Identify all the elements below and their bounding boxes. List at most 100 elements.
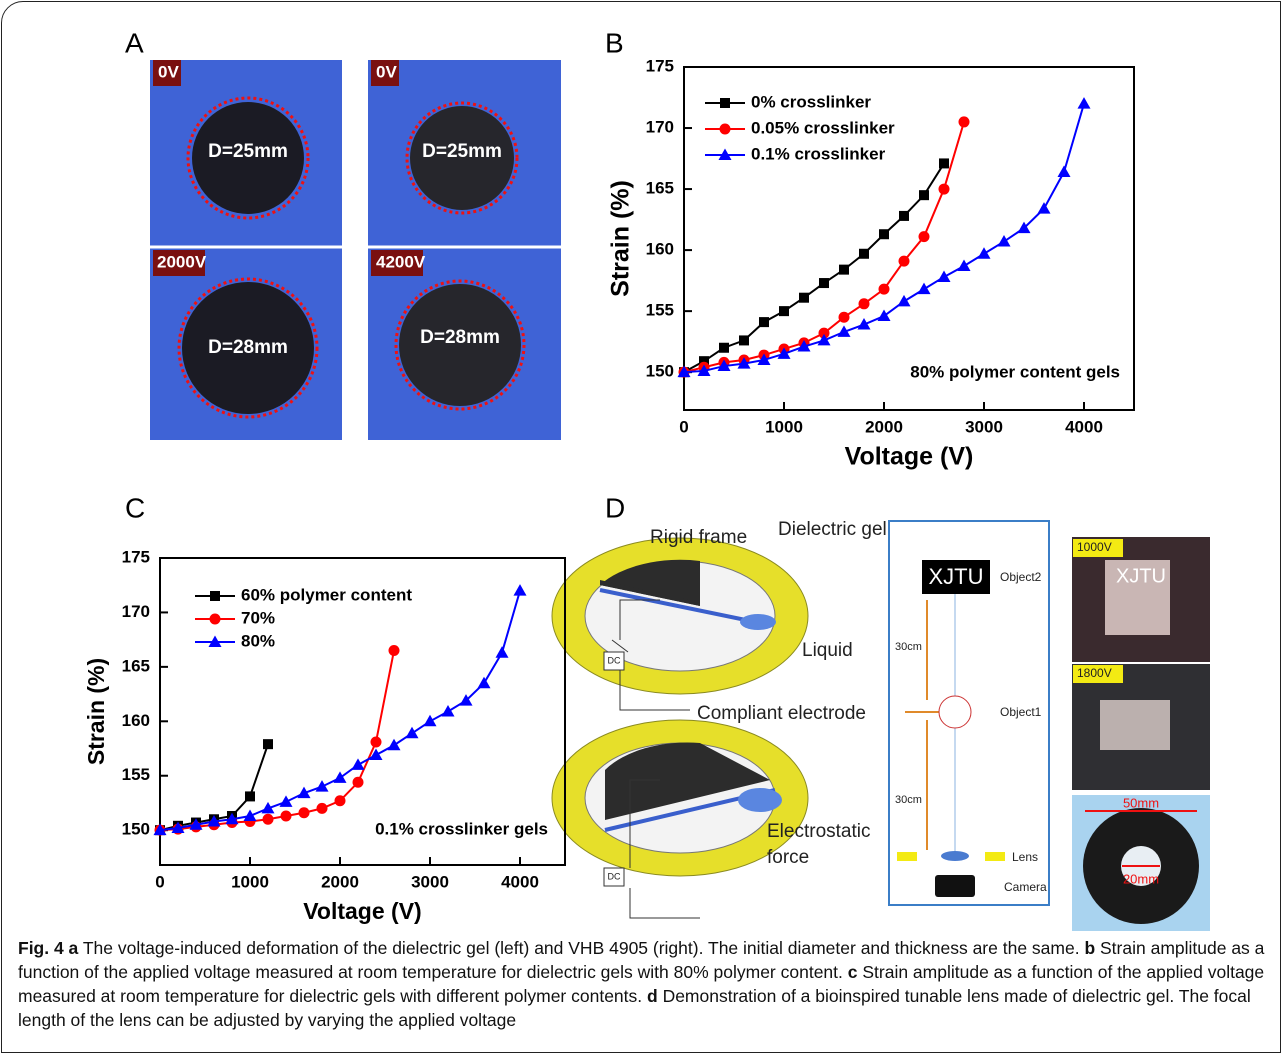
annotation: 0.1% crosslinker gels bbox=[375, 819, 548, 838]
x-tick-label: 2000 bbox=[865, 417, 903, 436]
marker bbox=[939, 184, 950, 195]
marker bbox=[245, 791, 255, 801]
marker bbox=[424, 715, 437, 727]
y-tick-label: 155 bbox=[122, 765, 150, 784]
marker bbox=[899, 256, 910, 267]
y-tick-label: 160 bbox=[122, 711, 150, 730]
y-tick-label: 165 bbox=[122, 656, 150, 675]
diagram-label: force bbox=[767, 847, 809, 868]
marker bbox=[442, 705, 455, 717]
photo-label: 0V bbox=[158, 62, 179, 81]
marker bbox=[353, 777, 364, 788]
diagram-label: 50mm bbox=[1123, 795, 1159, 810]
marker bbox=[352, 758, 365, 770]
marker bbox=[316, 780, 329, 792]
marker bbox=[739, 335, 749, 345]
panel-label: A bbox=[125, 27, 144, 58]
x-tick-label: 0 bbox=[679, 417, 688, 436]
marker bbox=[244, 810, 257, 822]
x-tick-label: 4000 bbox=[1065, 417, 1103, 436]
figure: ABCD0VD=25mm2000VD=28mm0VD=25mm4200VD=28… bbox=[0, 0, 1284, 1060]
marker bbox=[879, 284, 890, 295]
diagram-label: 30cm bbox=[895, 641, 922, 653]
diagram-label: Camera bbox=[1004, 880, 1047, 894]
lens-diagram bbox=[552, 521, 1210, 931]
marker bbox=[998, 235, 1011, 247]
marker bbox=[263, 814, 274, 825]
marker bbox=[388, 739, 401, 751]
marker bbox=[899, 211, 909, 221]
marker bbox=[898, 295, 911, 307]
marker bbox=[799, 293, 809, 303]
y-tick-label: 150 bbox=[646, 362, 674, 381]
marker bbox=[978, 247, 991, 258]
x-axis-label: Voltage (V) bbox=[845, 443, 974, 471]
marker bbox=[317, 803, 328, 814]
marker bbox=[496, 646, 509, 658]
marker bbox=[938, 270, 951, 282]
marker bbox=[839, 265, 849, 275]
diagram-label: DC bbox=[608, 871, 621, 881]
diagram-label: XJTU bbox=[929, 564, 984, 589]
marker bbox=[1058, 165, 1071, 177]
photo-label: 2000V bbox=[157, 252, 207, 271]
legend-label: 80% bbox=[241, 631, 275, 650]
marker bbox=[859, 249, 869, 259]
marker bbox=[958, 259, 971, 271]
marker bbox=[919, 190, 929, 200]
marker bbox=[779, 306, 789, 316]
diagram-label: Lens bbox=[1012, 850, 1038, 864]
panel-label: B bbox=[605, 27, 624, 58]
diagram-label: Dielectric gel bbox=[778, 519, 887, 540]
marker bbox=[878, 310, 891, 322]
series-line bbox=[684, 163, 944, 372]
photo-label: 0V bbox=[376, 62, 397, 81]
marker bbox=[858, 318, 871, 330]
marker bbox=[263, 739, 273, 749]
caption-text: The voltage-induced deformation of the d… bbox=[78, 938, 1084, 958]
photo-a bbox=[150, 60, 561, 440]
diagram-label: Liquid bbox=[802, 640, 853, 661]
marker bbox=[839, 312, 850, 323]
caption: Fig. 4 a The voltage-induced deformation… bbox=[18, 936, 1270, 1032]
y-tick-label: 160 bbox=[646, 240, 674, 259]
x-tick-label: 4000 bbox=[501, 872, 539, 891]
diagram-label: Electrostatic bbox=[767, 821, 870, 842]
marker bbox=[389, 645, 400, 656]
legend-label: 70% bbox=[241, 608, 275, 627]
y-axis-label: Strain (%) bbox=[83, 658, 109, 765]
photo-label: D=25mm bbox=[422, 141, 502, 162]
y-axis-label: Strain (%) bbox=[607, 180, 635, 297]
y-tick-label: 175 bbox=[122, 547, 150, 566]
photo-label: D=28mm bbox=[420, 327, 500, 348]
x-tick-label: 1000 bbox=[231, 872, 269, 891]
marker bbox=[514, 584, 527, 596]
marker bbox=[759, 317, 769, 327]
y-tick-label: 150 bbox=[122, 820, 150, 839]
marker bbox=[210, 591, 220, 601]
marker bbox=[210, 614, 221, 625]
marker bbox=[478, 677, 491, 689]
x-tick-label: 3000 bbox=[411, 872, 449, 891]
marker bbox=[939, 158, 949, 168]
y-tick-label: 155 bbox=[646, 301, 674, 320]
diagram-label: 1000V bbox=[1077, 540, 1112, 554]
legend-label: 0.05% crosslinker bbox=[751, 118, 895, 137]
marker bbox=[859, 298, 870, 309]
x-axis-label: Voltage (V) bbox=[303, 898, 421, 924]
diagram-label: Object2 bbox=[1000, 570, 1042, 584]
marker bbox=[819, 278, 829, 288]
series-line bbox=[160, 591, 520, 831]
diagram-label: 20mm bbox=[1123, 871, 1159, 886]
marker bbox=[334, 771, 347, 783]
marker bbox=[959, 116, 970, 127]
x-tick-label: 0 bbox=[155, 872, 164, 891]
diagram-label: 30cm bbox=[895, 794, 922, 806]
marker bbox=[1078, 97, 1091, 109]
panel-label: D bbox=[605, 492, 625, 523]
caption-text: Fig. 4 a bbox=[18, 938, 78, 958]
x-tick-label: 1000 bbox=[765, 417, 803, 436]
y-tick-label: 165 bbox=[646, 179, 674, 198]
legend-label: 0.1% crosslinker bbox=[751, 144, 886, 163]
